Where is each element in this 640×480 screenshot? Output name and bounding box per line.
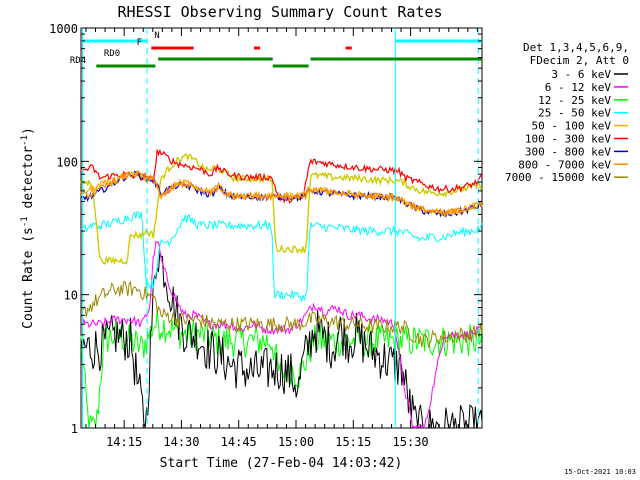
x-tick-label: 14:30 xyxy=(163,435,199,449)
legend-header-line-2: FDecim 2, Att 0 xyxy=(530,54,629,67)
y-axis-label: Count Rate (s-1 detector-1) xyxy=(20,127,36,329)
x-tick-label: 15:00 xyxy=(278,435,314,449)
bar-label-n: N xyxy=(154,31,159,41)
chart-title: RHESSI Observing Summary Count Rates xyxy=(117,3,442,21)
legend-label-5: 100 - 300 keV xyxy=(525,133,611,146)
y-label-part-3: ) xyxy=(21,127,36,135)
legend-label-1: 6 - 12 keV xyxy=(545,81,612,94)
legend-label-4: 50 - 100 keV xyxy=(532,120,612,133)
x-tick-label: 14:45 xyxy=(221,435,257,449)
series-layer xyxy=(80,148,483,429)
legend: Det 1,3,4,5,6,9, FDecim 2, Att 0 3 - 6 k… xyxy=(505,41,629,184)
footer-date: 15-Oct-2021 10:03 xyxy=(564,468,636,476)
series-line-7 xyxy=(80,170,483,216)
bar-label-rd0: RD0 xyxy=(104,49,120,59)
y-tick-label: 100 xyxy=(56,155,78,169)
y-axis: 1 10 100 1000 xyxy=(49,22,482,436)
series-line-plateau xyxy=(80,153,483,266)
legend-label-0: 3 - 6 keV xyxy=(551,68,611,81)
y-tick-label: 10 xyxy=(64,289,78,303)
series-line-4 xyxy=(80,170,483,218)
y-tick-label: 1000 xyxy=(49,22,78,36)
x-axis: 14:15 14:30 14:45 15:00 15:15 15:30 xyxy=(85,28,478,449)
bar-label-f: F xyxy=(137,38,142,48)
bar-label-rd4: RD4 xyxy=(70,56,86,66)
legend-header-line-1: Det 1,3,4,5,6,9, xyxy=(523,41,629,54)
y-tick-label: 1 xyxy=(71,422,78,436)
legend-label-3: 25 - 50 keV xyxy=(538,107,611,120)
series-line-0 xyxy=(80,251,483,429)
marker-layer xyxy=(82,28,479,428)
series-line-3 xyxy=(81,210,483,302)
y-label-sup-1: -1 xyxy=(20,216,30,227)
plot-area: N F RD0 RD4 xyxy=(70,27,483,429)
x-tick-label: 14:15 xyxy=(106,435,142,449)
x-axis-label: Start Time (27-Feb-04 14:03:42) xyxy=(160,456,403,471)
legend-label-8: 7000 - 15000 keV xyxy=(505,171,611,184)
y-label-part-1: Count Rate (s xyxy=(21,227,36,329)
y-label-sup-2: -1 xyxy=(20,135,30,146)
plot-frame xyxy=(80,27,483,429)
x-tick-label: 15:30 xyxy=(393,435,429,449)
legend-label-7: 800 - 7000 keV xyxy=(518,158,611,171)
series-line-1 xyxy=(80,240,483,429)
y-label-part-2: detector xyxy=(21,146,36,217)
x-tick-label: 15:15 xyxy=(335,435,371,449)
legend-label-2: 12 - 25 keV xyxy=(538,94,611,107)
legend-label-6: 300 - 800 keV xyxy=(525,145,611,158)
attenuator-state-bars: N F RD0 RD4 xyxy=(70,31,482,68)
series-line-8 xyxy=(80,280,483,348)
